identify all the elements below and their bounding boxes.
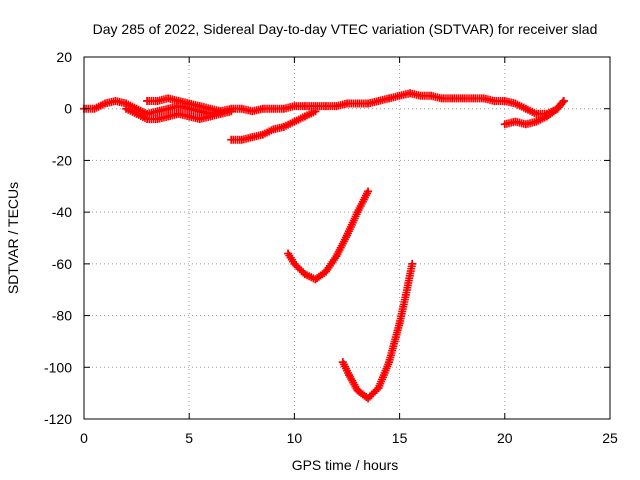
y-axis-title: SDTVAR / TECUs xyxy=(5,182,21,294)
data-point xyxy=(227,107,236,116)
y-tick-label: 0 xyxy=(64,101,72,117)
data-point xyxy=(311,107,320,116)
y-tick-label: -80 xyxy=(52,308,72,324)
data-series xyxy=(500,96,568,129)
y-tick-label: -20 xyxy=(52,152,72,168)
x-tick-label: 25 xyxy=(602,430,618,446)
data-series xyxy=(122,104,236,124)
data-series xyxy=(143,94,225,116)
chart-title: Day 285 of 2022, Sidereal Day-to-day VTE… xyxy=(93,21,598,37)
y-tick-label: -60 xyxy=(52,256,72,272)
y-tick-label: -40 xyxy=(52,204,72,220)
data-point xyxy=(364,187,373,196)
data-point xyxy=(559,96,568,105)
y-tick-label: -100 xyxy=(44,359,72,375)
data-series xyxy=(284,187,373,284)
data-point xyxy=(408,259,417,268)
axis-ticks: 0 5 10 15 20 25 -120 -100 -80 -60 -40 -20 0 20 xyxy=(44,49,618,446)
y-tick-label: 20 xyxy=(56,49,72,65)
data-series xyxy=(338,259,417,403)
x-tick-label: 0 xyxy=(80,430,88,446)
y-tick-label: -120 xyxy=(44,411,72,427)
x-tick-label: 20 xyxy=(497,430,513,446)
x-tick-label: 10 xyxy=(287,430,303,446)
data-points xyxy=(80,89,568,403)
plot-frame xyxy=(83,56,611,420)
data-series xyxy=(227,107,320,144)
x-axis-title: GPS time / hours xyxy=(292,457,399,473)
data-point-fill-mark xyxy=(558,98,567,107)
x-tick-label: 15 xyxy=(392,430,408,446)
x-tick-label: 5 xyxy=(185,430,193,446)
data-point xyxy=(216,107,225,116)
